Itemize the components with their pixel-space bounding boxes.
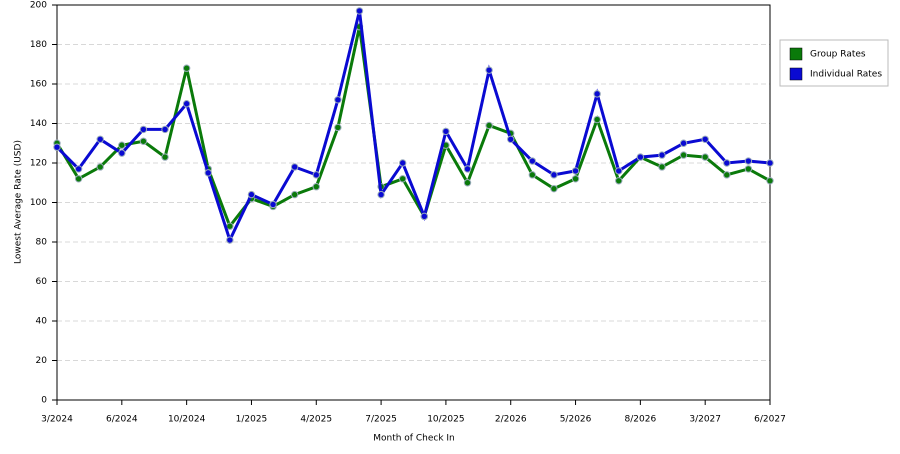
- data-point: [182, 100, 191, 108]
- data-point: [420, 212, 429, 221]
- y-tick-label: 20: [36, 356, 48, 366]
- data-point: [96, 163, 104, 171]
- x-tick-label: 4/2025: [300, 415, 332, 425]
- data-point: [528, 171, 537, 179]
- y-tick-label: 140: [30, 119, 47, 129]
- data-point: [334, 96, 342, 104]
- series-line: [55, 10, 771, 245]
- data-point: [355, 7, 364, 15]
- x-tick-label: 7/2025: [365, 415, 397, 425]
- data-point: [744, 157, 753, 165]
- data-point: [679, 139, 688, 147]
- data-point: [226, 236, 234, 244]
- data-point: [139, 137, 148, 145]
- y-tick-label: 60: [36, 277, 48, 287]
- data-point: [723, 159, 731, 167]
- y-tick-label: 100: [30, 198, 47, 208]
- data-point: [96, 135, 104, 144]
- x-tick-label: 3/2024: [41, 415, 73, 425]
- data-point: [398, 175, 407, 183]
- y-tick-label: 200: [30, 1, 47, 11]
- data-point: [550, 184, 558, 193]
- x-tick-label: 1/2025: [236, 415, 268, 425]
- data-point: [485, 66, 493, 74]
- x-tick-label: 6/2027: [754, 415, 786, 425]
- y-axis-label: Lowest Average Rate (USD): [14, 140, 24, 264]
- series-line: [55, 26, 771, 230]
- data-point: [312, 171, 320, 179]
- x-tick-label: 5/2026: [560, 415, 592, 425]
- data-point: [53, 143, 61, 151]
- data-point: [766, 159, 774, 167]
- data-point: [528, 157, 537, 165]
- x-tick-label: 6/2024: [106, 415, 138, 425]
- data-point: [701, 153, 709, 161]
- data-point: [679, 151, 688, 159]
- data-point: [398, 159, 407, 167]
- data-point: [701, 135, 709, 144]
- data-point: [161, 125, 169, 134]
- data-point: [507, 135, 515, 144]
- data-point: [744, 165, 753, 173]
- data-point: [571, 175, 580, 183]
- data-point: [658, 151, 666, 159]
- data-point: [377, 190, 385, 199]
- y-tick-label: 160: [30, 80, 47, 90]
- data-point: [182, 64, 191, 72]
- y-tick-label: 80: [36, 238, 48, 248]
- data-point: [615, 167, 623, 175]
- data-point: [118, 141, 126, 149]
- x-tick-label: 2/2026: [495, 415, 527, 425]
- plot-frame: [56, 4, 771, 401]
- data-point: [615, 177, 623, 185]
- legend-swatch: [789, 47, 803, 61]
- data-point: [442, 127, 450, 136]
- data-point: [139, 125, 148, 134]
- data-point: [290, 163, 299, 171]
- data-point: [204, 169, 212, 177]
- data-point: [593, 90, 601, 98]
- data-point: [334, 123, 342, 132]
- data-point: [312, 183, 320, 191]
- data-point: [269, 200, 277, 209]
- data-point: [485, 121, 493, 130]
- legend-swatch: [789, 67, 803, 81]
- data-point: [593, 115, 601, 124]
- data-point: [247, 190, 256, 199]
- x-tick-label: 3/2027: [689, 415, 721, 425]
- data-point: [74, 175, 83, 183]
- legend-label: Group Rates: [810, 50, 866, 60]
- data-point: [118, 149, 126, 157]
- data-point: [766, 177, 774, 185]
- data-point: [290, 190, 299, 199]
- data-point: [463, 179, 472, 187]
- y-tick-label: 40: [36, 317, 48, 327]
- data-point: [550, 171, 558, 179]
- x-tick-label: 10/2025: [427, 415, 464, 425]
- data-point: [161, 153, 169, 161]
- legend-label: Individual Rates: [810, 70, 882, 80]
- y-tick-label: 180: [30, 40, 47, 50]
- y-tick-label: 120: [30, 159, 47, 169]
- data-point: [636, 153, 645, 161]
- data-point: [571, 167, 580, 175]
- data-point: [723, 171, 731, 179]
- data-point: [463, 165, 472, 173]
- x-axis-label: Month of Check In: [373, 434, 455, 444]
- data-point: [658, 163, 666, 171]
- data-point: [74, 165, 83, 173]
- y-tick-label: 0: [41, 396, 47, 406]
- x-tick-label: 8/2026: [625, 415, 657, 425]
- x-tick-label: 10/2024: [168, 415, 206, 425]
